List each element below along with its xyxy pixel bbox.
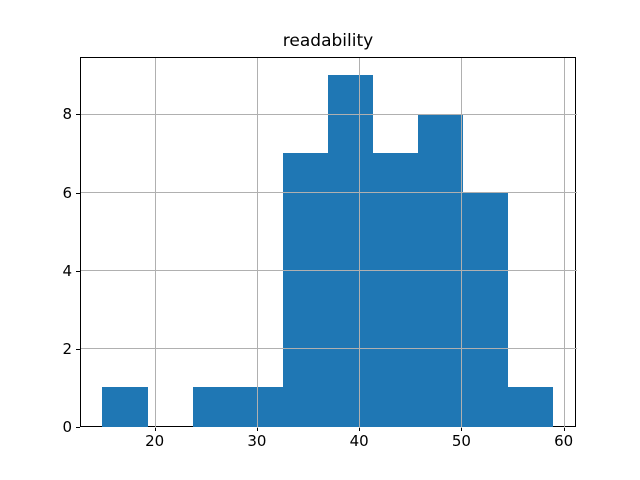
histogram-bar: [508, 387, 554, 427]
x-tick-label: 20: [145, 432, 165, 451]
y-tick-label: 6: [62, 183, 72, 202]
y-tick-mark: [76, 114, 80, 116]
x-tick-label: 50: [451, 432, 471, 451]
gridline: [256, 58, 258, 428]
gridline: [154, 58, 156, 428]
histogram-bar: [373, 152, 419, 427]
x-tick-label: 30: [247, 432, 267, 451]
y-tick-mark: [76, 192, 80, 194]
x-tick-label: 60: [554, 432, 574, 451]
x-tick-mark: [256, 427, 258, 432]
y-tick-label: 4: [62, 261, 72, 280]
histogram-bar: [102, 387, 148, 427]
y-tick-label: 2: [62, 339, 72, 358]
y-tick-label: 8: [62, 105, 72, 124]
histogram-bar: [192, 387, 238, 427]
histogram-bar: [282, 152, 328, 427]
histogram-bar: [237, 387, 283, 427]
x-tick-label: 40: [349, 432, 369, 451]
y-tick-label: 0: [62, 418, 72, 437]
gridline: [81, 191, 577, 193]
x-tick-mark: [359, 427, 361, 432]
gridline: [81, 270, 577, 272]
histogram-bar: [327, 74, 374, 427]
x-tick-mark: [154, 427, 156, 432]
y-tick-mark: [76, 427, 80, 429]
x-tick-mark: [563, 427, 565, 432]
gridline: [461, 58, 463, 428]
y-tick-mark: [76, 348, 80, 350]
gridline: [81, 348, 577, 350]
x-tick-mark: [461, 427, 463, 432]
y-tick-mark: [76, 270, 80, 272]
histogram-bar: [463, 191, 509, 427]
chart-title: readability: [282, 31, 374, 51]
plot-area: [80, 57, 577, 428]
gridline: [563, 58, 565, 428]
gridline: [359, 58, 361, 428]
gridline: [81, 113, 577, 115]
